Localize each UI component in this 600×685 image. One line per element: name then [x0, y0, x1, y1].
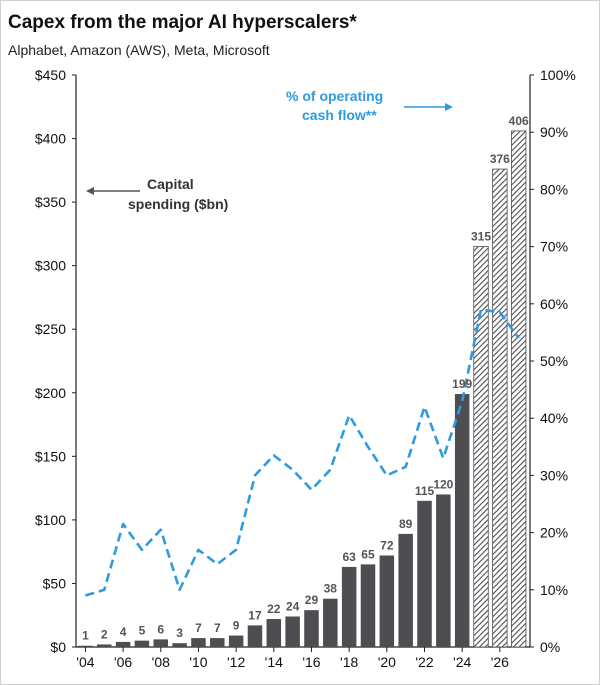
x-tick-label: '08 [152, 654, 170, 670]
capex-bar [228, 635, 244, 647]
capital-arrow-head [86, 187, 94, 195]
x-tick-label: '22 [415, 654, 433, 670]
capex-value-label: 38 [324, 582, 338, 596]
capex-value-label: 6 [157, 622, 164, 636]
capex-value-label: 7 [214, 621, 221, 635]
capex-value-label: 376 [490, 152, 510, 166]
ocf-percent-line [85, 308, 520, 597]
bars-layer [78, 130, 527, 648]
capex-value-label: 17 [248, 608, 262, 622]
capex-value-label: 406 [509, 114, 529, 128]
capex-bar [436, 494, 451, 647]
capex-value-label: 5 [139, 624, 146, 638]
capex-bar [153, 639, 169, 647]
x-tick-label: '16 [302, 654, 320, 670]
capex-bar [210, 638, 225, 647]
capex-bar [247, 625, 263, 647]
capex-bar [379, 555, 395, 647]
capex-bar [191, 638, 206, 647]
ocf-annotation-line2: cash flow** [302, 107, 377, 123]
capex-bar [398, 533, 413, 647]
capex-bar [172, 643, 187, 647]
axes-layer: $0 $50 $100 $150 $200 $250 $300 $350 $400 $450 0% 1… [35, 67, 576, 670]
ocf-annotation-line1: % of operating [286, 88, 383, 104]
capex-value-label: 9 [233, 619, 240, 633]
left-tick-label: $150 [35, 448, 66, 464]
right-tick-label: 20% [540, 525, 568, 541]
left-tick-label: $0 [50, 639, 66, 655]
capex-value-label: 199 [452, 377, 472, 391]
right-tick-label: 10% [540, 582, 568, 598]
x-tick-label: '06 [114, 654, 132, 670]
capex-bar [360, 564, 376, 647]
x-tick-label: '24 [453, 654, 471, 670]
x-tick-label: '18 [340, 654, 358, 670]
capex-value-label: 3 [176, 626, 183, 640]
left-tick-label: $300 [35, 258, 66, 274]
left-tick-label: $350 [35, 194, 66, 210]
right-tick-label: 70% [540, 239, 568, 255]
left-tick-label: $250 [35, 321, 66, 337]
capex-value-label: 63 [342, 550, 356, 564]
capex-bar [97, 644, 112, 647]
capex-bar [266, 619, 282, 647]
right-tick-label: 40% [540, 410, 568, 426]
capex-bar-estimate [511, 130, 527, 648]
x-tick-label: '12 [227, 654, 245, 670]
right-tick-label: 50% [540, 353, 568, 369]
capex-bar [323, 598, 338, 647]
capex-value-label: 7 [195, 621, 202, 635]
right-tick-label: 100% [540, 67, 576, 83]
left-tick-label: $200 [35, 385, 66, 401]
capex-bar [341, 566, 357, 647]
left-tick-label: $50 [43, 575, 67, 591]
left-tick-label: $100 [35, 512, 66, 528]
capex-value-label: 29 [305, 593, 319, 607]
x-tick-label: '26 [491, 654, 509, 670]
capex-value-label: 65 [361, 547, 375, 561]
capital-annotation-line2: spending ($bn) [128, 196, 228, 212]
x-tick-label: '04 [76, 654, 94, 670]
x-tick-label: '20 [378, 654, 396, 670]
left-tick-label: $400 [35, 131, 66, 147]
capex-bar [304, 610, 319, 647]
capex-value-label: 4 [120, 625, 127, 639]
ocf-arrow-head [445, 103, 453, 111]
capex-value-label: 120 [433, 477, 453, 491]
right-tick-label: 30% [540, 467, 568, 483]
right-tick-label: 90% [540, 124, 568, 140]
right-tick-label: 80% [540, 181, 568, 197]
capex-value-label: 315 [471, 230, 491, 244]
capex-bar-estimate [473, 246, 489, 648]
ocf-annotation: % of operating cash flow** [286, 88, 453, 123]
chart-title: Capex from the major AI hyperscalers* [8, 12, 357, 33]
capex-bar [454, 394, 470, 647]
right-tick-label: 60% [540, 296, 568, 312]
capital-spending-annotation: Capital spending ($bn) [86, 176, 228, 212]
line-layer [85, 308, 520, 597]
capex-value-label: 72 [380, 538, 394, 552]
capex-value-label: 22 [267, 602, 281, 616]
capex-value-label: 89 [399, 517, 413, 531]
capital-annotation-line1: Capital [147, 176, 194, 192]
capex-value-label: 1 [82, 629, 89, 643]
right-tick-label: 0% [540, 639, 560, 655]
capex-value-label: 115 [415, 484, 435, 498]
capex-bar [78, 645, 93, 647]
capex-value-label: 24 [286, 599, 300, 613]
capex-bar [115, 641, 131, 647]
x-tick-label: '14 [265, 654, 283, 670]
capex-bar [285, 616, 300, 647]
left-tick-label: $450 [35, 67, 66, 83]
x-tick-label: '10 [189, 654, 207, 670]
capex-bar [134, 640, 150, 647]
capex-bar-estimate [492, 168, 508, 648]
capex-value-label: 2 [101, 627, 108, 641]
chart-subtitle: Alphabet, Amazon (AWS), Meta, Microsoft [8, 42, 270, 58]
capex-bar [417, 500, 432, 647]
